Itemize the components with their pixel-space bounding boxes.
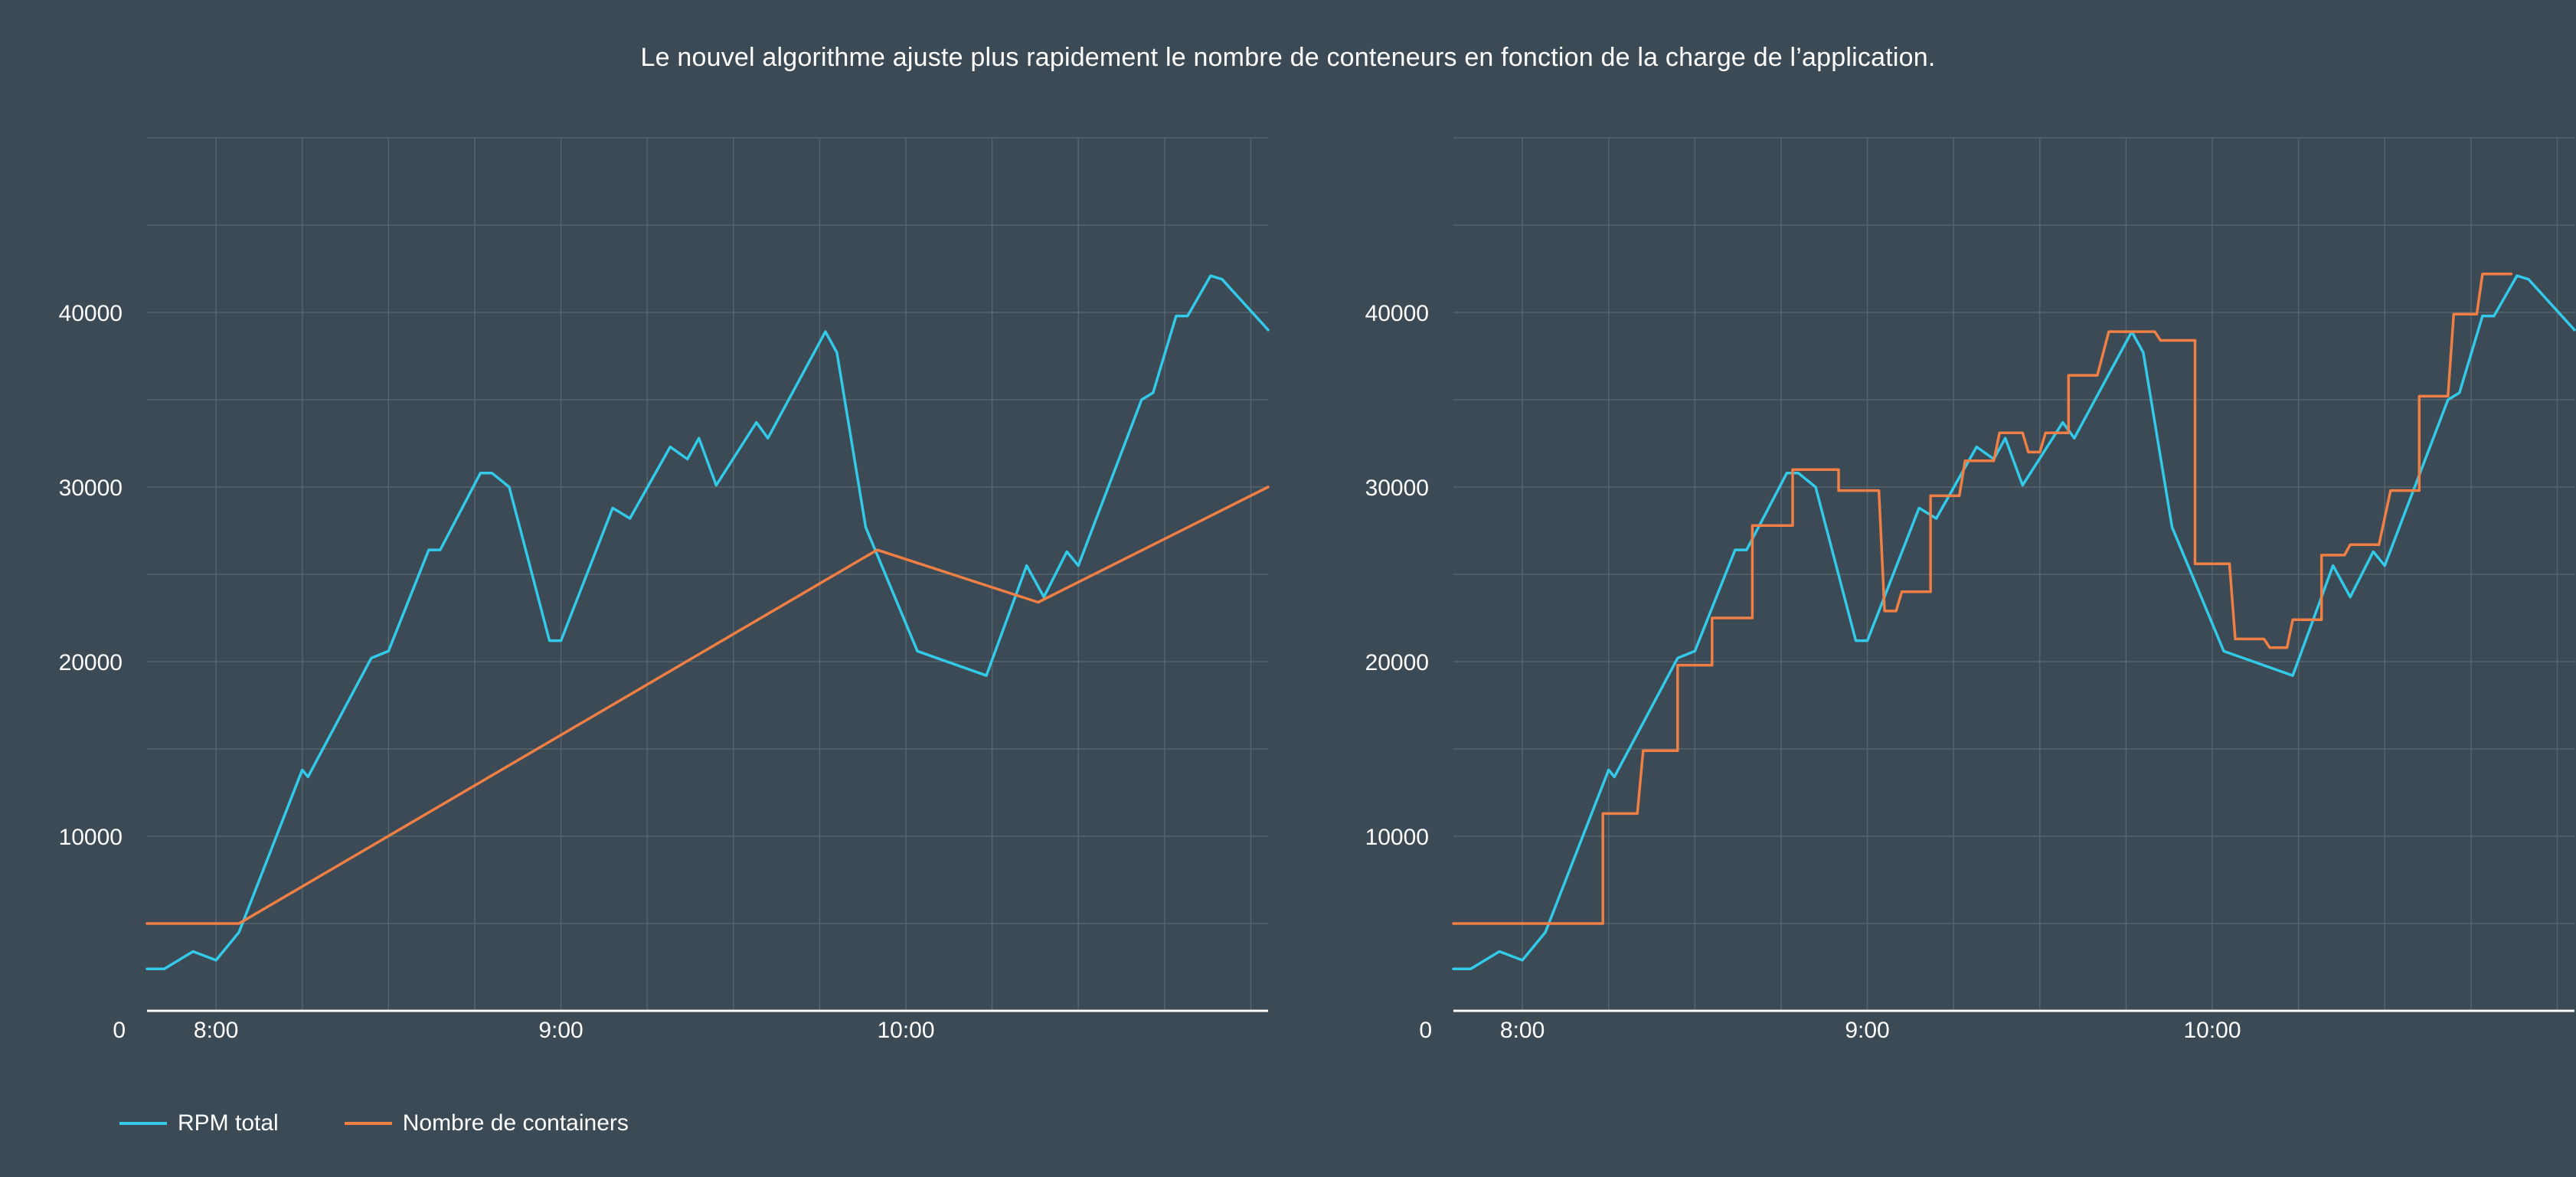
y-tick-label: 20000 xyxy=(1365,650,1429,675)
y-tick-label: 0 xyxy=(113,1018,126,1043)
legend-swatch-containers xyxy=(344,1122,392,1125)
x-tick-label: 9:00 xyxy=(1845,1018,1889,1043)
y-tick-label: 10000 xyxy=(59,825,123,850)
x-tick-label: 10:00 xyxy=(877,1018,934,1043)
legend-swatch-rpm xyxy=(119,1122,167,1125)
y-tick-label: 40000 xyxy=(59,301,123,326)
y-tick-label: 40000 xyxy=(1365,301,1429,326)
legend-label-containers: Nombre de containers xyxy=(402,1110,629,1136)
x-tick-label: 10:00 xyxy=(2183,1018,2241,1043)
series-line-containers xyxy=(1452,273,2513,925)
series-line-containers xyxy=(145,486,1270,925)
x-tick-label: 9:00 xyxy=(538,1018,583,1043)
legend-label-rpm: RPM total xyxy=(178,1110,279,1136)
series-line-rpm-total xyxy=(145,274,1270,971)
x-tick-label: 8:00 xyxy=(1500,1018,1545,1043)
chart-title: Le nouvel algorithme ajuste plus rapidem… xyxy=(640,43,1936,72)
legend-item-rpm[interactable]: RPM total xyxy=(119,1110,279,1136)
y-tick-label: 30000 xyxy=(1365,476,1429,501)
series-line-rpm-total xyxy=(1452,274,2576,971)
legend: RPM total Nombre de containers xyxy=(119,1110,629,1136)
y-tick-label: 0 xyxy=(1419,1018,1432,1043)
y-tick-label: 30000 xyxy=(59,476,123,501)
x-tick-label: 8:00 xyxy=(194,1018,238,1043)
y-tick-label: 20000 xyxy=(59,650,123,675)
y-tick-label: 10000 xyxy=(1365,825,1429,850)
legend-item-containers[interactable]: Nombre de containers xyxy=(344,1110,629,1136)
